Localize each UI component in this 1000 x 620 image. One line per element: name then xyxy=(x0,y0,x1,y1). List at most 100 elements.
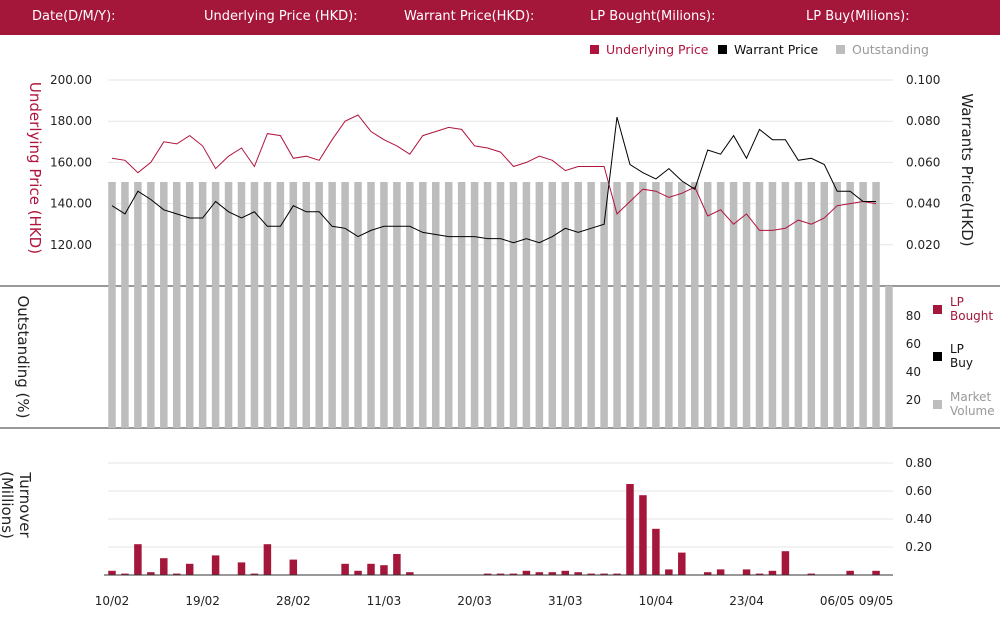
lp-bought-bar xyxy=(250,573,259,575)
outstanding-bar xyxy=(496,286,505,428)
outstanding-bar xyxy=(393,182,401,286)
outstanding-bar xyxy=(820,182,828,286)
y-axis-title-left: Underlying Price (HKD) xyxy=(26,82,44,254)
lp-bought-bar xyxy=(108,570,116,575)
outstanding-bar xyxy=(185,182,194,286)
lp-bought-bar xyxy=(160,558,168,575)
legend-label-line1: LP xyxy=(950,295,964,309)
outstanding-bar xyxy=(160,286,168,428)
outstanding-bar xyxy=(380,182,388,286)
outstanding-bar xyxy=(224,182,233,286)
legend-label: Warrant Price xyxy=(734,42,819,57)
outstanding-bar xyxy=(406,286,414,428)
y-axis-title-turnover-line2: (Millions) xyxy=(0,471,16,539)
header-date-label: Date(D/M/Y): xyxy=(32,9,116,24)
outstanding-bar xyxy=(185,286,194,428)
lp-bought-bar xyxy=(211,555,220,575)
y-tick-left: 120.00 xyxy=(50,238,92,252)
outstanding-bar xyxy=(160,182,168,286)
outstanding-bar xyxy=(742,182,751,286)
outstanding-bar xyxy=(328,182,336,286)
outstanding-bar xyxy=(885,286,893,428)
lp-bought-bar xyxy=(380,565,388,575)
lp-bought-bar xyxy=(742,569,751,575)
lp-bought-bar xyxy=(121,573,129,575)
x-tick-label: 28/02 xyxy=(276,594,311,608)
outstanding-bar xyxy=(134,286,142,428)
underlying-price-line xyxy=(111,114,877,231)
outstanding-bar xyxy=(600,182,608,286)
outstanding-bar xyxy=(173,182,181,286)
outstanding-bar xyxy=(341,286,349,428)
outstanding-bar xyxy=(276,182,285,286)
outstanding-bar xyxy=(665,182,673,286)
outstanding-bar xyxy=(768,286,777,428)
lp-bought-bar xyxy=(639,495,647,575)
y-tick-right: 0.100 xyxy=(906,73,940,87)
outstanding-bar xyxy=(211,286,220,428)
outstanding-bar xyxy=(198,286,207,428)
legend-swatch xyxy=(933,400,942,409)
outstanding-bar xyxy=(652,182,660,286)
outstanding-bar xyxy=(872,286,880,428)
lp-bought-bar xyxy=(613,573,621,575)
outstanding-bar xyxy=(535,286,544,428)
lp-bought-bar xyxy=(652,528,660,575)
outstanding-bar xyxy=(561,286,569,428)
legend-swatch xyxy=(590,45,599,54)
outstanding-bar xyxy=(470,286,479,428)
outstanding-bar xyxy=(289,286,298,428)
outstanding-bar xyxy=(639,182,647,286)
outstanding-bar xyxy=(665,286,673,428)
outstanding-bar xyxy=(522,286,531,428)
x-tick-label: 11/03 xyxy=(367,594,402,608)
outstanding-bar xyxy=(729,286,738,428)
lp-bought-bar xyxy=(483,573,492,575)
outstanding-bar xyxy=(198,182,207,286)
outstanding-bar xyxy=(509,182,518,286)
legend-swatch xyxy=(836,45,845,54)
outstanding-bar xyxy=(432,286,440,428)
y-axis-title-outstanding: Outstanding (%) xyxy=(14,295,32,418)
outstanding-bar xyxy=(755,182,764,286)
y-tick-right: 0.060 xyxy=(906,155,940,169)
outstanding-bar xyxy=(173,286,181,428)
lp-bought-bar xyxy=(393,554,401,575)
y-tick-left: 180.00 xyxy=(50,114,92,128)
outstanding-bar xyxy=(652,286,660,428)
lp-bought-bar xyxy=(703,572,712,575)
outstanding-bar xyxy=(483,286,492,428)
lp-bought-bar xyxy=(755,573,764,575)
outstanding-bar xyxy=(820,286,828,428)
outstanding-bar xyxy=(276,286,285,428)
outstanding-bar xyxy=(691,286,699,428)
outstanding-bar xyxy=(872,182,880,286)
x-tick-label: 09/05 xyxy=(859,594,894,608)
outstanding-bar xyxy=(781,286,790,428)
lp-bought-bar xyxy=(263,544,272,575)
outstanding-bar xyxy=(613,182,621,286)
legend-label: Outstanding xyxy=(852,42,929,57)
lp-bought-bar xyxy=(237,562,246,575)
outstanding-bar xyxy=(302,182,310,286)
outstanding-bar xyxy=(367,182,375,286)
outstanding-bar xyxy=(237,182,246,286)
outstanding-bar xyxy=(470,182,479,286)
outstanding-bar xyxy=(574,182,582,286)
outstanding-bar xyxy=(833,286,841,428)
outstanding-bar xyxy=(716,286,725,428)
outstanding-bar xyxy=(367,286,375,428)
outstanding-bar xyxy=(483,182,492,286)
x-tick-label: 23/04 xyxy=(729,594,764,608)
lp-bought-bar xyxy=(173,573,181,575)
lp-bought-bar xyxy=(367,563,375,575)
outstanding-bar xyxy=(742,286,751,428)
lp-bought-bar xyxy=(147,572,155,575)
outstanding-bar xyxy=(393,286,401,428)
lp-bought-bar xyxy=(561,570,569,575)
y-tick-outstanding: 20 xyxy=(906,393,921,407)
lp-bought-bar xyxy=(341,563,349,575)
y-tick-right: 0.040 xyxy=(906,197,940,211)
outstanding-bar xyxy=(315,286,323,428)
outstanding-bar xyxy=(535,182,544,286)
